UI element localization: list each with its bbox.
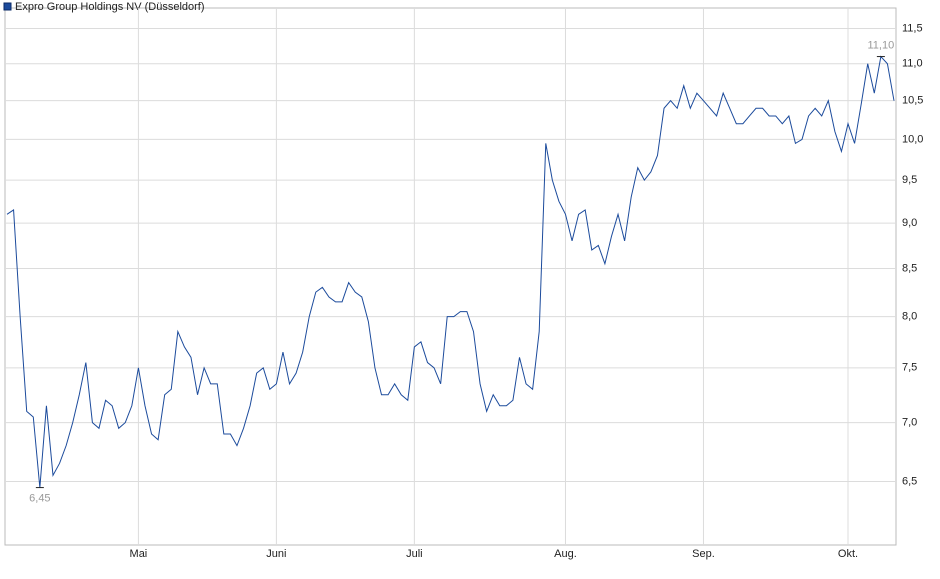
x-tick-label: Mai <box>130 548 148 560</box>
x-tick-label: Juni <box>266 548 286 560</box>
y-tick-label: 9,0 <box>902 217 917 229</box>
legend-swatch <box>3 2 12 11</box>
extreme-label: 11,10 <box>867 39 894 51</box>
y-tick-label: 8,0 <box>902 310 917 322</box>
legend-label: Expro Group Holdings NV (Düsseldorf) <box>15 1 205 13</box>
y-tick-label: 9,5 <box>902 174 917 186</box>
x-tick-label: Sep. <box>692 548 715 560</box>
extreme-label: 6,45 <box>29 492 50 504</box>
plot-frame <box>4 7 897 546</box>
x-tick-label: Aug. <box>554 548 577 560</box>
y-tick-label: 6,5 <box>902 475 917 487</box>
y-tick-label: 10,0 <box>902 133 923 145</box>
y-tick-label: 7,0 <box>902 417 917 429</box>
y-tick-label: 11,5 <box>902 22 923 34</box>
y-tick-label: 11,0 <box>902 58 923 70</box>
y-tick-label: 8,5 <box>902 262 917 274</box>
x-tick-label: Juli <box>406 548 423 560</box>
price-line <box>6 55 895 488</box>
y-tick-label: 7,5 <box>902 362 917 374</box>
x-tick-label: Okt. <box>838 548 858 560</box>
y-tick-label: 10,5 <box>902 95 923 107</box>
